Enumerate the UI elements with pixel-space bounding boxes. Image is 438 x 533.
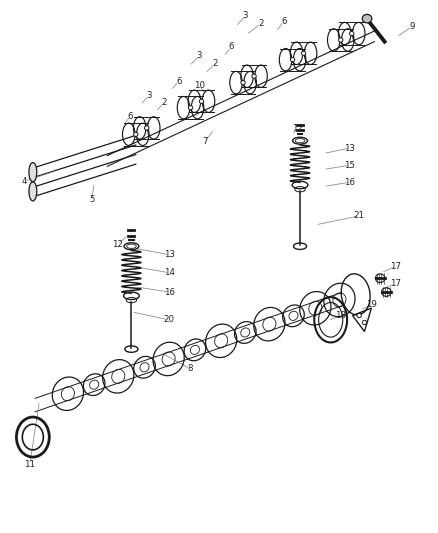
Ellipse shape [357, 313, 361, 318]
Text: 6: 6 [176, 77, 181, 85]
Text: 3: 3 [243, 12, 248, 20]
Text: 16: 16 [344, 178, 355, 187]
Text: 7: 7 [202, 137, 208, 146]
Text: 17: 17 [389, 279, 401, 288]
Ellipse shape [241, 80, 245, 85]
Text: 8: 8 [188, 365, 193, 373]
Text: 3: 3 [197, 52, 202, 60]
Text: 9: 9 [409, 22, 414, 31]
Ellipse shape [145, 126, 149, 130]
Ellipse shape [362, 14, 372, 23]
Text: 10: 10 [194, 81, 205, 90]
Text: 16: 16 [164, 288, 176, 296]
Ellipse shape [362, 320, 367, 325]
Text: 2: 2 [162, 98, 167, 107]
Ellipse shape [350, 31, 354, 36]
Text: 20: 20 [163, 316, 174, 324]
Ellipse shape [134, 132, 138, 136]
Ellipse shape [199, 99, 204, 103]
Text: 6: 6 [229, 43, 234, 51]
Text: 5: 5 [89, 196, 95, 204]
Text: 13: 13 [344, 144, 355, 152]
Text: 4: 4 [21, 177, 27, 185]
Ellipse shape [301, 51, 306, 55]
Text: 2: 2 [258, 20, 263, 28]
Ellipse shape [188, 106, 193, 110]
Text: 3: 3 [146, 92, 152, 100]
Text: 6: 6 [128, 112, 133, 120]
Ellipse shape [29, 163, 37, 182]
Text: 6: 6 [281, 17, 286, 26]
Text: 17: 17 [389, 262, 401, 271]
Ellipse shape [290, 58, 295, 62]
Ellipse shape [252, 74, 256, 78]
Text: 11: 11 [24, 461, 35, 469]
Text: 21: 21 [353, 212, 365, 220]
Text: 14: 14 [164, 269, 176, 277]
Text: 2: 2 [212, 60, 217, 68]
Text: 19: 19 [366, 301, 377, 309]
Text: 12: 12 [112, 240, 123, 248]
Text: 15: 15 [344, 161, 355, 169]
Ellipse shape [339, 38, 343, 42]
Ellipse shape [29, 182, 37, 201]
Text: 18: 18 [335, 311, 346, 320]
Text: 12: 12 [292, 125, 304, 133]
Text: 13: 13 [164, 251, 176, 259]
